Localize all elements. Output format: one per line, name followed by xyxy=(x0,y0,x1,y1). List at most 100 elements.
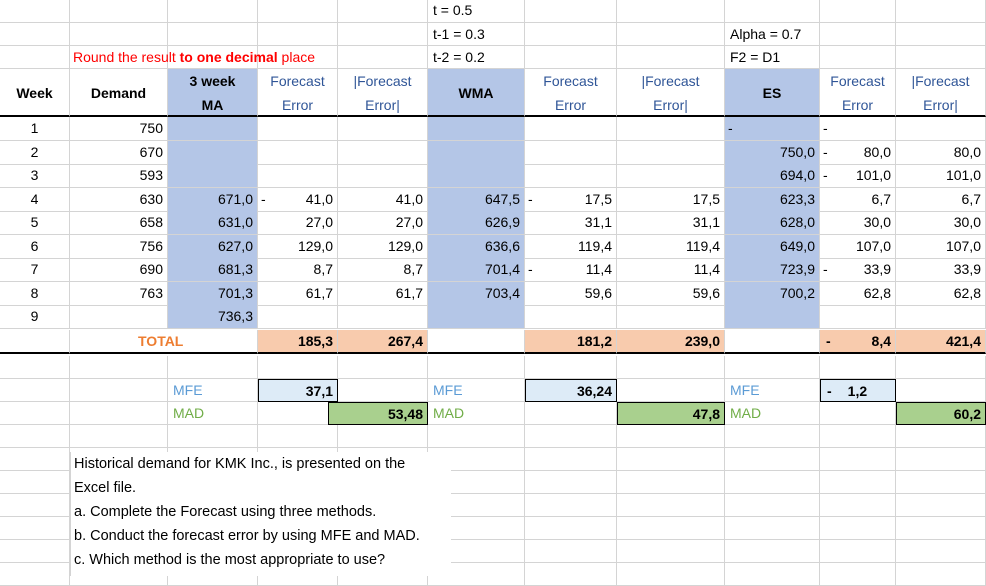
cell-wma-row1[interactable] xyxy=(428,117,525,141)
grid-cell[interactable] xyxy=(525,23,617,46)
grid-cell[interactable] xyxy=(525,356,617,379)
total-afe3[interactable]: 421,4 xyxy=(896,330,986,354)
grid-cell[interactable] xyxy=(896,46,986,69)
grid-cell[interactable] xyxy=(725,563,820,586)
cell-afe1-row4[interactable]: 41,0 xyxy=(338,188,428,212)
cell-ma-row2[interactable] xyxy=(168,141,258,165)
cell-afe3-row2[interactable]: 80,0 xyxy=(896,141,986,165)
cell-es-row6[interactable]: 649,0 xyxy=(725,235,820,259)
cell-afe2-row6[interactable]: 119,4 xyxy=(617,235,725,259)
cell-afe1-row2[interactable] xyxy=(338,141,428,165)
cell-fe1-row3[interactable] xyxy=(258,164,338,188)
grid-cell[interactable] xyxy=(820,563,896,586)
grid-cell[interactable] xyxy=(896,425,986,448)
cell-es-row5[interactable]: 628,0 xyxy=(725,211,820,235)
cell-demand-row6[interactable]: 756 xyxy=(70,235,168,259)
grid-cell[interactable] xyxy=(725,540,820,563)
cell-afe3-row6[interactable]: 107,0 xyxy=(896,235,986,259)
grid-cell[interactable] xyxy=(0,356,70,379)
cell-fe3-row1[interactable]: - xyxy=(820,117,896,141)
grid-cell[interactable] xyxy=(617,425,725,448)
cell-afe3-row7[interactable]: 33,9 xyxy=(896,258,986,282)
grid-cell[interactable] xyxy=(896,448,986,471)
cell-week-row9[interactable]: 9 xyxy=(0,305,70,329)
grid-cell[interactable] xyxy=(168,356,258,379)
header-es[interactable]: ES xyxy=(725,69,820,117)
cell-week-row7[interactable]: 7 xyxy=(0,258,70,282)
grid-cell[interactable] xyxy=(725,356,820,379)
grid-cell[interactable] xyxy=(70,0,168,23)
cell-wma-row7[interactable]: 701,4 xyxy=(428,258,525,282)
grid-cell[interactable] xyxy=(258,46,338,69)
grid-cell[interactable] xyxy=(168,0,258,23)
cell-wma-row3[interactable] xyxy=(428,164,525,188)
cell-es-row3[interactable]: 694,0 xyxy=(725,164,820,188)
cell-fe3-row3[interactable]: 101,0 xyxy=(820,164,896,188)
grid-cell[interactable] xyxy=(428,46,525,69)
total-afe2[interactable]: 239,0 xyxy=(617,330,725,354)
grid-cell[interactable] xyxy=(525,494,617,517)
grid-cell[interactable] xyxy=(0,379,70,402)
cell-es-row1[interactable]: - xyxy=(725,117,820,141)
grid-cell[interactable] xyxy=(168,379,258,402)
cell-fe2-row1[interactable] xyxy=(525,117,617,141)
grid-cell[interactable] xyxy=(820,448,896,471)
grid-cell[interactable] xyxy=(525,471,617,494)
grid-cell[interactable] xyxy=(428,448,525,471)
cell-week-row8[interactable]: 8 xyxy=(0,282,70,306)
header-fe2[interactable]: Forecast Error xyxy=(525,69,617,117)
grid-cell[interactable] xyxy=(617,494,725,517)
grid-cell[interactable] xyxy=(525,517,617,540)
grid-cell[interactable] xyxy=(820,23,896,46)
cell-es-row8[interactable]: 700,2 xyxy=(725,282,820,306)
grid-cell[interactable] xyxy=(0,563,70,586)
total-ma[interactable] xyxy=(168,330,258,354)
grid-cell[interactable] xyxy=(617,46,725,69)
header-afe1[interactable]: |Forecast Error| xyxy=(338,69,428,117)
grid-cell[interactable] xyxy=(70,356,168,379)
cell-fe3-row6[interactable]: 107,0 xyxy=(820,235,896,259)
cell-fe2-row4[interactable]: 17,5 xyxy=(525,188,617,212)
grid-cell[interactable] xyxy=(168,46,258,69)
cell-fe2-row9[interactable] xyxy=(525,305,617,329)
grid-cell[interactable] xyxy=(896,356,986,379)
grid-cell[interactable] xyxy=(428,517,525,540)
total-demand[interactable]: TOTAL xyxy=(70,330,200,354)
cell-week-row5[interactable]: 5 xyxy=(0,211,70,235)
cell-afe1-row8[interactable]: 61,7 xyxy=(338,282,428,306)
grid-cell[interactable] xyxy=(617,540,725,563)
cell-afe3-row3[interactable]: 101,0 xyxy=(896,164,986,188)
grid-cell[interactable] xyxy=(0,471,70,494)
cell-ma-row5[interactable]: 631,0 xyxy=(168,211,258,235)
cell-ma-row6[interactable]: 627,0 xyxy=(168,235,258,259)
header-wma[interactable]: WMA xyxy=(428,69,525,117)
cell-afe2-row8[interactable]: 59,6 xyxy=(617,282,725,306)
grid-cell[interactable] xyxy=(525,540,617,563)
grid-cell[interactable] xyxy=(258,23,338,46)
grid-cell[interactable] xyxy=(428,425,525,448)
header-week[interactable]: Week xyxy=(0,69,70,117)
grid-cell[interactable] xyxy=(70,425,168,448)
grid-cell[interactable] xyxy=(820,540,896,563)
grid-cell[interactable] xyxy=(725,494,820,517)
grid-cell[interactable] xyxy=(725,0,820,23)
cell-fe1-row1[interactable] xyxy=(258,117,338,141)
cell-es-row7[interactable]: 723,9 xyxy=(725,258,820,282)
total-fe1[interactable]: 185,3 xyxy=(258,330,338,354)
cell-demand-row2[interactable]: 670 xyxy=(70,141,168,165)
grid-cell[interactable] xyxy=(617,379,725,402)
grid-cell[interactable] xyxy=(168,425,258,448)
grid-cell[interactable] xyxy=(428,356,525,379)
cell-wma-row9[interactable] xyxy=(428,305,525,329)
es-mfe-value[interactable]: -1,2 xyxy=(820,379,896,402)
grid-cell[interactable] xyxy=(0,517,70,540)
cell-afe1-row5[interactable]: 27,0 xyxy=(338,211,428,235)
grid-cell[interactable] xyxy=(896,379,986,402)
header-demand[interactable]: Demand xyxy=(70,69,168,117)
cell-ma-row4[interactable]: 671,0 xyxy=(168,188,258,212)
cell-week-row2[interactable]: 2 xyxy=(0,141,70,165)
grid-cell[interactable] xyxy=(70,46,168,69)
ma-mfe-value[interactable]: 37,1 xyxy=(258,379,338,402)
question-text-box[interactable]: Historical demand for KMK Inc., is prese… xyxy=(70,452,451,576)
cell-fe1-row7[interactable]: 8,7 xyxy=(258,258,338,282)
